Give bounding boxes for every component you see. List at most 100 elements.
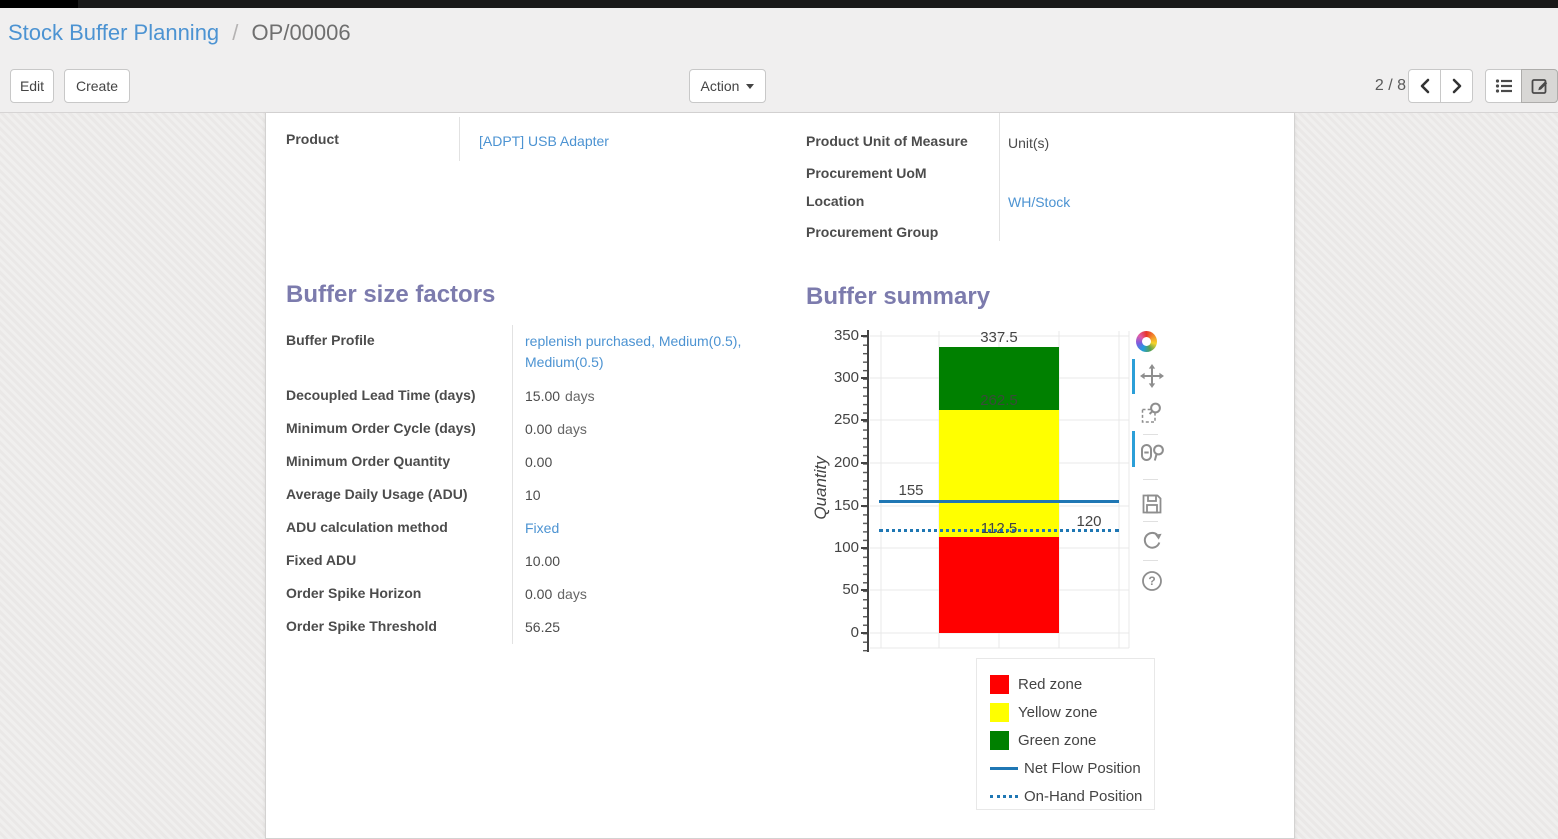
y-tick-label: 350 xyxy=(833,327,859,344)
table-row: Minimum Order Cycle (days) 0.00 days xyxy=(286,413,778,446)
value-unit: days xyxy=(557,586,587,602)
yellow-swatch xyxy=(990,702,1009,722)
buffer-profile-link[interactable]: replenish purchased, Medium(0.5), Medium… xyxy=(525,333,742,370)
breadcrumb-current: OP/00006 xyxy=(251,20,351,45)
pager-next-button[interactable] xyxy=(1440,69,1473,103)
modebar-divider xyxy=(1143,434,1158,435)
yellow-zone-bar xyxy=(939,410,1059,537)
pager-previous-button[interactable] xyxy=(1408,69,1441,103)
value-number: 0.00 xyxy=(525,421,553,437)
modebar-divider xyxy=(1143,560,1158,561)
top-menu-bar xyxy=(0,0,1558,8)
buffer-profile-value: replenish purchased, Medium(0.5), Medium… xyxy=(512,325,776,380)
y-tick-label: 100 xyxy=(833,539,859,556)
legend-item-on-hand-position[interactable]: On-Hand Position xyxy=(990,785,1142,807)
green-zone-bar xyxy=(939,347,1059,410)
y-tick-label: 250 xyxy=(833,411,859,428)
value-number: 15.00 xyxy=(525,388,561,404)
view-switcher xyxy=(1485,69,1558,103)
zoom-in-out-button[interactable] xyxy=(1139,440,1165,465)
buffer-factors-table: Buffer Profile replenish purchased, Medi… xyxy=(286,325,778,644)
table-row: Fixed ADU 10.00 xyxy=(286,545,778,578)
fixed-adu-value: 10.00 xyxy=(512,545,776,578)
modebar-divider xyxy=(1143,521,1158,522)
breadcrumb-parent-link[interactable]: Stock Buffer Planning xyxy=(8,20,220,45)
chart-legend: Red zone Yellow zone Green zone Net Flow… xyxy=(976,658,1155,810)
chevron-down-icon xyxy=(746,83,755,89)
order-spike-threshold-label: Order Spike Threshold xyxy=(286,618,437,634)
table-row: Order Spike Threshold 56.25 xyxy=(286,611,778,644)
adu-method-link[interactable]: Fixed xyxy=(525,520,560,536)
pager-nav xyxy=(1408,69,1473,103)
y-tick-label: 200 xyxy=(833,454,859,471)
modebar-divider xyxy=(1143,479,1158,480)
on-hand-annotation: 120 xyxy=(1076,513,1102,530)
location-field-value-link[interactable]: WH/Stock xyxy=(1008,194,1071,210)
dotted-line-swatch xyxy=(990,794,1018,798)
net-flow-annotation: 155 xyxy=(898,482,924,499)
modebar-active-indicator xyxy=(1132,431,1135,467)
list-view-button[interactable] xyxy=(1485,69,1522,103)
y-tick-label: 300 xyxy=(833,369,859,386)
save-button[interactable] xyxy=(1139,491,1165,516)
create-button[interactable]: Create xyxy=(64,69,130,103)
zoom-in-out-icon xyxy=(1141,443,1164,461)
action-dropdown-button[interactable]: Action xyxy=(689,69,766,103)
legend-label: On-Hand Position xyxy=(1024,787,1143,805)
fixed-adu-label: Fixed ADU xyxy=(286,552,357,568)
autoscale-button[interactable] xyxy=(1139,528,1165,553)
table-row: Average Daily Usage (ADU) 10 xyxy=(286,479,778,512)
value-number: 10 xyxy=(525,487,541,503)
box-zoom-button[interactable] xyxy=(1139,400,1165,425)
procurement-group-field-label: Procurement Group xyxy=(806,224,939,240)
red-zone-bar xyxy=(939,537,1059,633)
modebar-active-indicator xyxy=(1132,359,1135,394)
help-button[interactable]: ? xyxy=(1139,568,1165,593)
value-number: 0.00 xyxy=(525,454,553,470)
table-row: Order Spike Horizon 0.00 days xyxy=(286,578,778,611)
on-hand-position-line xyxy=(879,529,1119,532)
min-order-cycle-label: Minimum Order Cycle (days) xyxy=(286,420,476,436)
buffer-size-factors-heading: Buffer size factors xyxy=(286,281,496,308)
product-field-value-link[interactable]: [ADPT] USB Adapter xyxy=(479,133,609,149)
adu-method-value: Fixed xyxy=(512,512,776,545)
adu-method-label: ADU calculation method xyxy=(286,519,448,535)
decoupled-lead-time-value: 15.00 days xyxy=(512,380,776,413)
value-unit: days xyxy=(557,421,587,437)
yellow-zone-top-annotation: 262.5 xyxy=(980,392,1018,409)
control-panel xyxy=(0,8,1558,113)
product-field-label: Product xyxy=(286,131,339,147)
form-view-button[interactable] xyxy=(1521,69,1558,103)
buffer-summary-heading: Buffer summary xyxy=(806,283,991,310)
pan-button[interactable] xyxy=(1139,363,1165,388)
legend-item-net-flow-position[interactable]: Net Flow Position xyxy=(990,757,1141,779)
red-zone-top-annotation: 112.5 xyxy=(980,520,1018,537)
legend-label: Yellow zone xyxy=(1018,703,1098,721)
legend-item-green-zone[interactable]: Green zone xyxy=(990,729,1096,751)
legend-label: Green zone xyxy=(1018,731,1097,749)
action-dropdown-label: Action xyxy=(700,78,740,94)
edit-button[interactable]: Edit xyxy=(10,69,54,103)
green-swatch xyxy=(990,730,1009,750)
chevron-right-icon xyxy=(1452,78,1461,94)
buffer-profile-label: Buffer Profile xyxy=(286,332,375,348)
plotly-logo-icon[interactable] xyxy=(1136,331,1157,352)
decoupled-lead-time-label: Decoupled Lead Time (days) xyxy=(286,387,476,403)
legend-item-yellow-zone[interactable]: Yellow zone xyxy=(990,701,1098,723)
form-sheet: My Company Product [ADPT] USB Adapter Pr… xyxy=(265,113,1295,839)
green-zone-top-annotation: 337.5 xyxy=(980,329,1018,346)
order-spike-horizon-label: Order Spike Horizon xyxy=(286,585,422,601)
pan-icon xyxy=(1140,363,1164,388)
y-tick-label: 50 xyxy=(842,581,859,598)
procurement-uom-field-label: Procurement UoM xyxy=(806,165,927,181)
help-icon: ? xyxy=(1142,570,1162,591)
product-uom-field-label: Product Unit of Measure xyxy=(806,133,968,149)
top-menu-bar-segment xyxy=(0,0,78,8)
table-row: Buffer Profile replenish purchased, Medi… xyxy=(286,325,778,380)
pager-counter: 2 / 8 xyxy=(1374,77,1406,94)
location-field-label: Location xyxy=(806,193,865,209)
product-uom-field-value: Unit(s) xyxy=(1008,135,1050,151)
field-separator xyxy=(999,113,1000,241)
legend-item-red-zone[interactable]: Red zone xyxy=(990,673,1082,695)
